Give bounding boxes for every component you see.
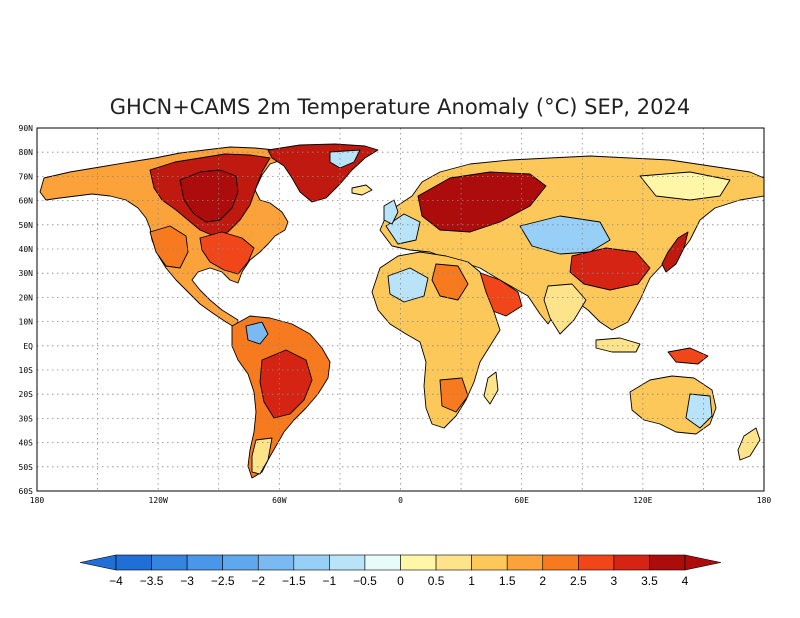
region-china-hot [569, 247, 651, 291]
lon-tick-label: 180 [757, 496, 772, 505]
colorbar-over-arrow [684, 554, 722, 571]
lat-tick-label: 90N [19, 124, 34, 133]
colorbar-swatch [329, 554, 366, 571]
colorbar-swatch [115, 554, 152, 571]
region-usa-east-warm [199, 231, 255, 275]
colorbar-tick-label: 3.5 [641, 574, 658, 588]
lat-tick-label: 20S [19, 390, 34, 399]
landmass-indonesia [595, 337, 641, 353]
region-colombia-cool [245, 321, 269, 345]
map-plot-area [36, 127, 765, 492]
colorbar-tick-label: 3 [611, 574, 618, 588]
colorbar: −4 −3.5 −3 −2.5 −2 −1.5 −1 −0.5 0 0.5 1 1.5 2 2.5 3 3.5… [79, 554, 722, 588]
graticule [37, 128, 764, 491]
colorbar-swatch [613, 554, 650, 571]
colorbar-under-arrow [79, 554, 117, 571]
landmass-madagascar [483, 371, 499, 405]
colorbar-tick-label: −1.5 [282, 574, 306, 588]
colorbar-tick-label: −3.5 [140, 574, 164, 588]
colorbar-swatch [578, 554, 615, 571]
lat-tick-label: 60N [19, 197, 34, 206]
landmass-iceland [351, 184, 373, 196]
lon-tick-label: 60E [514, 496, 529, 505]
lon-tick-label: 180 [30, 496, 45, 505]
region-east-siberia-mild [639, 171, 731, 201]
region-usa-west-warm [149, 225, 189, 269]
colorbar-swatch [257, 554, 295, 571]
region-patagonia-mild [251, 437, 273, 475]
region-india [543, 283, 587, 335]
region-central-asia-cool [519, 215, 611, 255]
map-title: GHCN+CAMS 2m Temperature Anomaly (°C) SE… [110, 95, 690, 119]
lon-tick-label: 120E [633, 496, 652, 505]
lat-tick-label: 70N [19, 172, 34, 181]
colorbar-swatch [400, 554, 437, 571]
lat-tick-label: 20N [19, 293, 34, 302]
landmass-new-zealand [737, 427, 761, 461]
colorbar-swatch [364, 554, 401, 571]
colorbar-swatch [435, 554, 472, 571]
lat-tick-label: 80N [19, 148, 34, 157]
region-egypt-hot [431, 263, 469, 301]
landmass-japan [661, 231, 689, 273]
lon-tick-label: 60W [272, 496, 287, 505]
colorbar-tick-label: −1 [323, 574, 337, 588]
lat-tick-label: 30N [19, 269, 34, 278]
colorbar-tick-label: −3 [180, 574, 194, 588]
colorbar-tick-label: −0.5 [353, 574, 377, 588]
colorbar-swatch [222, 554, 259, 571]
colorbar-swatch [186, 554, 223, 571]
region-canada-core [179, 169, 239, 223]
region-australia-east-cool [685, 393, 713, 429]
colorbar-swatch [506, 554, 544, 571]
colorbar-tick-label: 1.5 [499, 574, 516, 588]
colorbar-tick-label: 4 [682, 574, 689, 588]
lat-tick-label: EQ [23, 342, 33, 351]
lon-tick-label: 0 [398, 496, 403, 505]
region-eastern-europe-hot [417, 171, 547, 233]
colorbar-tick-label: −2.5 [211, 574, 235, 588]
latitude-axis: 90N 80N 70N 60N 50N 40N 30N 20N 10N EQ 10S 20S 30S 40… [19, 124, 34, 496]
land-layer [39, 143, 764, 479]
colorbar-tick-label: 2 [539, 574, 546, 588]
lat-tick-label: 40S [19, 439, 34, 448]
colorbar-swatch [151, 554, 188, 571]
lat-tick-label: 40N [19, 245, 34, 254]
colorbar-swatch [649, 554, 686, 571]
colorbar-tick-label: 0.5 [428, 574, 445, 588]
map-frame [36, 127, 765, 492]
region-sahara-cool [387, 267, 429, 303]
colorbar-tick-label: −2 [251, 574, 265, 588]
region-greenland-cool [329, 149, 361, 169]
colorbar-tick-label: 1 [468, 574, 475, 588]
lat-tick-label: 50S [19, 463, 34, 472]
lat-tick-label: 10N [19, 318, 34, 327]
colorbar-swatch [471, 554, 508, 571]
region-brazil-hot [259, 349, 313, 419]
colorbar-swatch [293, 554, 330, 571]
landmass-new-guinea [667, 347, 709, 365]
colorbar-tick-label: 2.5 [570, 574, 587, 588]
lat-tick-label: 50N [19, 221, 34, 230]
region-west-europe-cool [385, 213, 421, 245]
lat-tick-label: 60S [19, 487, 34, 496]
colorbar-tick-label: 0 [397, 574, 404, 588]
colorbar-tick-label: −4 [109, 574, 123, 588]
lon-tick-label: 120W [149, 496, 168, 505]
lat-tick-label: 30S [19, 414, 34, 423]
longitude-axis: 180 120W 60W 0 60E 120E 180 [30, 496, 772, 505]
colorbar-swatch [542, 554, 579, 571]
lat-tick-label: 10S [19, 366, 34, 375]
